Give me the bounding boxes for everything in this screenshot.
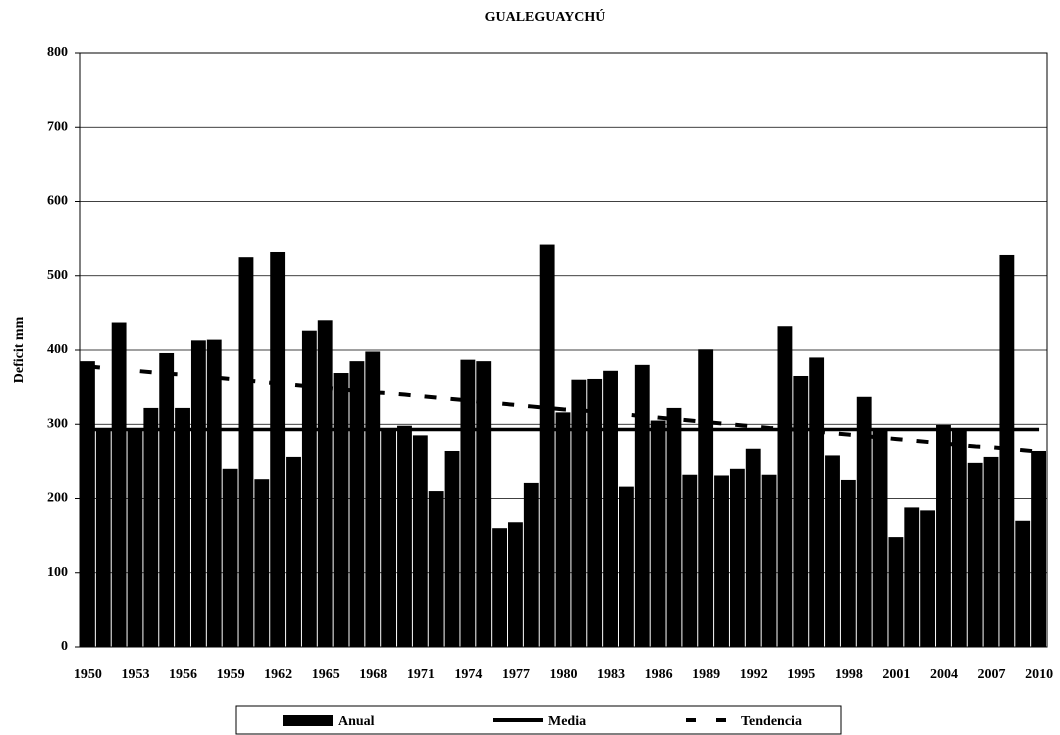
legend-label: Media: [548, 714, 586, 729]
x-tick-label: 1959: [217, 667, 245, 682]
bar: [428, 491, 444, 647]
bar: [365, 351, 381, 647]
bar: [603, 370, 618, 647]
bar: [143, 407, 159, 647]
bar: [412, 435, 428, 647]
bar: [1015, 520, 1031, 647]
bar: [349, 361, 365, 647]
x-tick-label: 1998: [835, 667, 863, 682]
chart-title: GUALEGUAYCHÚ: [485, 8, 606, 25]
x-tick-label: 1986: [645, 667, 673, 682]
bar: [571, 379, 587, 647]
legend-label: Tendencia: [741, 714, 802, 729]
bar: [936, 424, 951, 647]
y-tick-label: 300: [47, 416, 68, 431]
bar: [95, 429, 111, 647]
y-tick-label: 700: [47, 119, 68, 134]
bar: [634, 364, 650, 647]
y-tick-label: 600: [47, 194, 68, 209]
bar: [983, 456, 999, 647]
bar: [206, 339, 222, 647]
bar: [238, 257, 254, 647]
bar: [682, 474, 698, 647]
bar: [286, 456, 301, 647]
bar: [1031, 450, 1046, 647]
bar: [904, 507, 920, 647]
bar: [476, 361, 492, 647]
y-tick-label: 200: [47, 491, 68, 506]
bar: [951, 429, 967, 647]
bar: [381, 429, 397, 647]
bar: [999, 254, 1015, 647]
bar: [254, 479, 270, 647]
bar: [888, 537, 904, 647]
x-tick-label: 1950: [74, 667, 102, 682]
x-tick-label: 2010: [1025, 667, 1053, 682]
x-tick-label: 1980: [550, 667, 578, 682]
bar: [270, 251, 286, 648]
x-tick-label: 1977: [502, 667, 530, 682]
bar: [159, 352, 175, 647]
x-tick-label: 1968: [359, 667, 387, 682]
bar: [809, 357, 825, 647]
x-tick-label: 1953: [121, 667, 149, 682]
x-tick-label: 2007: [978, 667, 1006, 682]
bar: [523, 482, 539, 647]
bar: [729, 468, 745, 647]
bar: [618, 486, 634, 647]
bar: [872, 429, 888, 647]
x-tick-label: 1992: [740, 667, 768, 682]
bar: [80, 361, 95, 647]
x-tick-label: 1983: [597, 667, 625, 682]
bar: [333, 373, 349, 647]
bar: [714, 475, 729, 647]
bar: [301, 330, 317, 647]
trend-line: [87, 364, 1040, 454]
bar: [967, 462, 983, 647]
bar: [777, 326, 793, 647]
bar: [840, 479, 856, 647]
bar: [492, 528, 508, 647]
y-axis-label: Deficit mm: [12, 316, 27, 383]
x-tick-label: 1962: [264, 667, 292, 682]
bar: [555, 412, 571, 647]
x-tick-label: 1956: [169, 667, 197, 682]
x-tick-label: 1989: [692, 667, 720, 682]
bar: [508, 522, 523, 647]
bar: [825, 455, 840, 647]
x-tick-label: 2004: [930, 667, 958, 682]
x-tick-label: 1965: [312, 667, 340, 682]
bar: [190, 340, 206, 647]
bar: [793, 375, 809, 647]
x-tick-label: 1974: [454, 667, 482, 682]
bar: [666, 407, 682, 647]
legend-swatch: [283, 715, 333, 726]
bar: [127, 429, 143, 647]
legend-label: Anual: [338, 714, 375, 729]
y-tick-label: 100: [47, 565, 68, 580]
bar: [587, 378, 603, 647]
x-tick-label: 2001: [882, 667, 910, 682]
x-tick-label: 1995: [787, 667, 815, 682]
bar: [920, 510, 936, 647]
bar: [650, 420, 666, 647]
bar: [539, 244, 555, 647]
bar: [397, 425, 412, 647]
x-tick-label: 1971: [407, 667, 435, 682]
y-tick-label: 800: [47, 45, 68, 60]
y-tick-label: 500: [47, 268, 68, 283]
bar: [698, 349, 714, 647]
bar: [111, 322, 127, 647]
bar: [761, 474, 777, 647]
bar: [745, 448, 761, 647]
y-tick-label: 400: [47, 342, 68, 357]
bar: [317, 320, 333, 647]
bar: [175, 407, 190, 647]
bar: [856, 396, 872, 647]
bar: [460, 359, 476, 647]
bar: [444, 450, 460, 647]
bar: [222, 468, 238, 647]
y-tick-label: 0: [61, 639, 68, 654]
